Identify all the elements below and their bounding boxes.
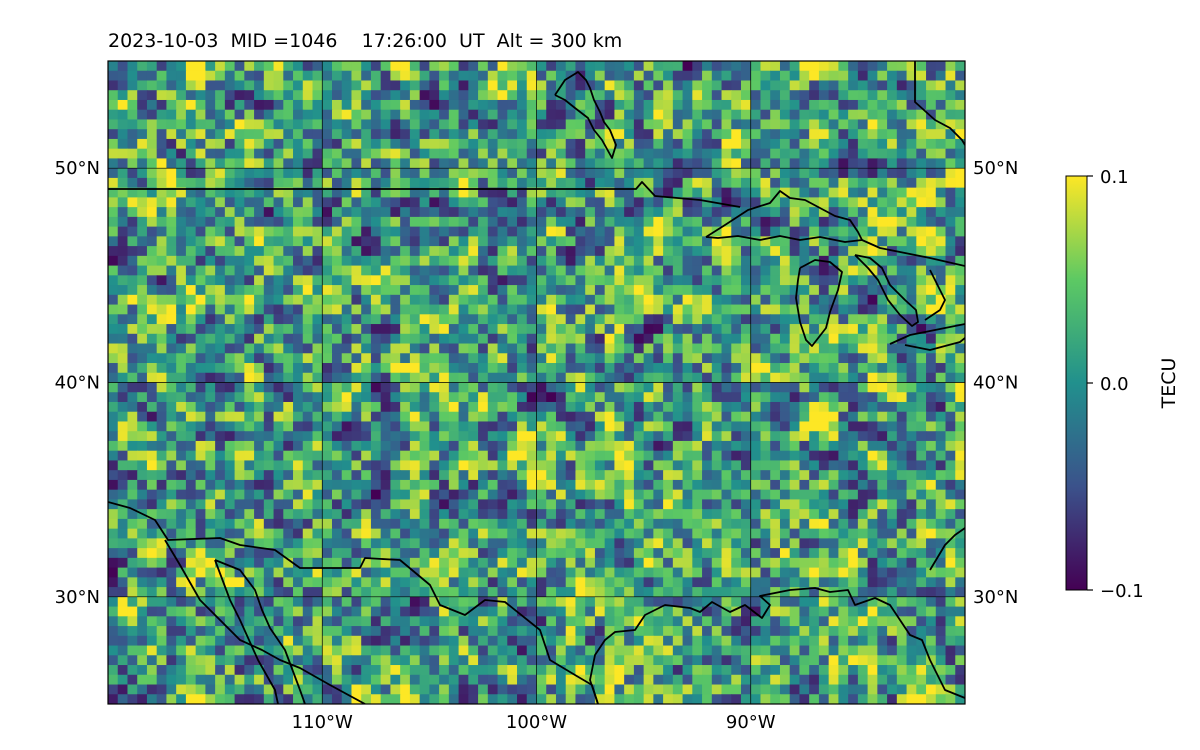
colorbar-gradient bbox=[1065, 175, 1088, 591]
great-lakes-east bbox=[861, 239, 965, 267]
lat-labels-right: 30°N 40°N 50°N bbox=[973, 158, 1018, 608]
lon-label: 100°W bbox=[506, 712, 567, 733]
lon-label: 110°W bbox=[292, 712, 353, 733]
coastlines-borders bbox=[108, 61, 965, 704]
lake-superior bbox=[705, 190, 863, 243]
florida-coast bbox=[929, 527, 965, 571]
colorbar-tick-label: −0.1 bbox=[1100, 581, 1144, 602]
map-title: 2023-10-03 MID =1046 17:26:00 UT Alt = 3… bbox=[108, 30, 622, 52]
colorbar-tick-label: 0.0 bbox=[1100, 374, 1129, 395]
baja-peninsula bbox=[214, 559, 306, 704]
lat-label-left: 50°N bbox=[55, 158, 100, 179]
lon-labels: 110°W 100°W 90°W bbox=[292, 712, 776, 733]
title-time: 17:26:00 UT bbox=[361, 30, 485, 52]
gulf-of-california bbox=[164, 539, 366, 704]
lon-label: 90°W bbox=[726, 712, 776, 733]
lake-ontario bbox=[904, 337, 965, 351]
lake-winnipeg bbox=[554, 71, 617, 159]
colorbar-label: TECU bbox=[1158, 358, 1180, 410]
baja-inner bbox=[214, 559, 279, 704]
lat-label-left: 40°N bbox=[55, 373, 100, 394]
lat-label-left: 30°N bbox=[55, 587, 100, 608]
hudson-bay-coast bbox=[914, 61, 965, 146]
ontario-shore bbox=[924, 269, 946, 321]
lat-label-right: 30°N bbox=[973, 587, 1018, 608]
tec-heatmap bbox=[108, 61, 965, 704]
lat-label-right: 40°N bbox=[973, 373, 1018, 394]
lake-michigan bbox=[795, 259, 843, 347]
lake-erie bbox=[889, 323, 965, 345]
lat-label-right: 50°N bbox=[973, 158, 1018, 179]
colorbar-ticks: 0.1 0.0 −0.1 bbox=[1087, 167, 1144, 602]
title-mid: MID =1046 bbox=[230, 30, 338, 52]
gulf-coast bbox=[589, 587, 965, 704]
title-alt: Alt = 300 km bbox=[496, 30, 623, 52]
colorbar-tick-label: 0.1 bbox=[1100, 167, 1129, 188]
us-mexico-border bbox=[108, 501, 599, 704]
us-canada-border bbox=[108, 181, 741, 208]
lake-huron bbox=[854, 254, 919, 327]
title-date: 2023-10-03 bbox=[108, 30, 219, 52]
map-frame bbox=[107, 60, 966, 705]
colorbar: 0.1 0.0 −0.1 TECU bbox=[1065, 167, 1180, 602]
map-gridlines bbox=[108, 61, 965, 704]
lat-labels-left: 30°N 40°N 50°N bbox=[55, 158, 100, 608]
